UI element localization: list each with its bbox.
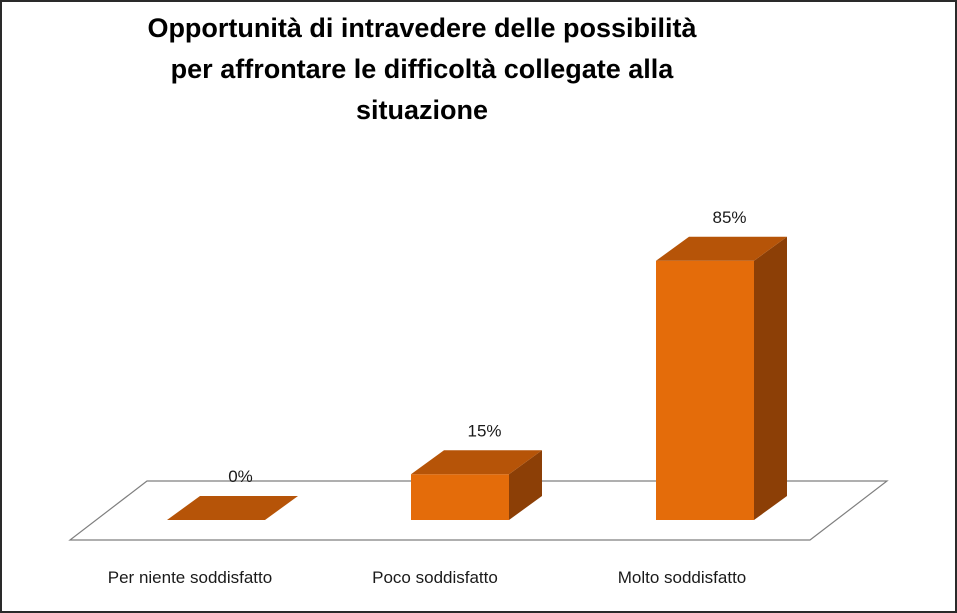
bars-group: [167, 236, 787, 520]
data-label-per-niente-soddisfatto: 0%: [228, 467, 253, 486]
bar-poco-soddisfatto: [411, 450, 542, 520]
bar-molto-soddisfatto: [656, 236, 787, 520]
bar-per-niente-soddisfatto: [167, 496, 298, 520]
bar-top-molto-soddisfatto: [656, 236, 787, 261]
bar-top-per-niente-soddisfatto: [167, 496, 298, 520]
bar-side-poco-soddisfatto: [509, 450, 542, 520]
data-label-poco-soddisfatto: 15%: [467, 421, 501, 440]
x-tick-label-poco-soddisfatto: Poco soddisfatto: [372, 568, 498, 587]
x-tick-label-molto-soddisfatto: Molto soddisfatto: [618, 568, 747, 587]
chart-title-line-3: situazione: [355, 95, 489, 125]
bar-side-molto-soddisfatto: [754, 236, 787, 520]
labels-group: 0% Per niente soddisfatto 15% Poco soddisfa…: [108, 208, 747, 587]
bar-front-poco-soddisfatto: [411, 474, 509, 520]
chart-title-line-1: Opportunità di intravedere delle possibi…: [147, 13, 697, 43]
data-label-molto-soddisfatto: 85%: [712, 208, 746, 227]
bar-front-molto-soddisfatto: [656, 260, 754, 520]
chart-title-line-2: per affrontare le difficoltà collegate a…: [170, 54, 674, 84]
x-tick-label-per-niente-soddisfatto: Per niente soddisfatto: [108, 568, 272, 587]
bar-top-poco-soddisfatto: [411, 450, 542, 475]
chart-title: Opportunità di intravedere delle possibi…: [62, 8, 782, 131]
